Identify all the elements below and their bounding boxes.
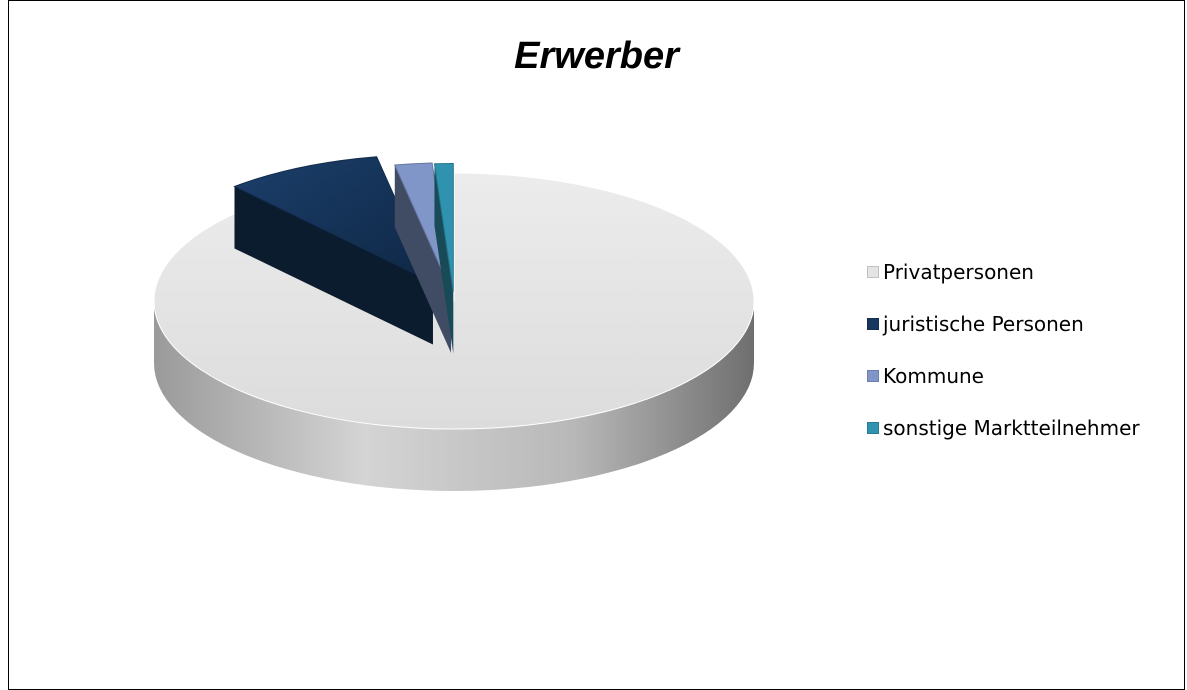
legend-item: Kommune	[867, 363, 1140, 389]
chart-title: Erwerber	[514, 35, 679, 77]
legend-item: sonstige Marktteilnehmer	[867, 415, 1140, 441]
pie-slice-1	[233, 156, 434, 345]
legend-label: Privatpersonen	[883, 260, 1034, 284]
legend-label: Kommune	[883, 364, 984, 388]
legend-swatch	[867, 318, 879, 330]
legend-swatch	[867, 266, 879, 278]
legend-item: Privatpersonen	[867, 259, 1140, 285]
legend-label: juristische Personen	[883, 312, 1084, 336]
pie-slice-3	[433, 163, 454, 354]
chart-frame: Erwerber Privatpersonen juristische Perso…	[8, 0, 1185, 690]
legend-swatch	[867, 422, 879, 434]
legend-item: juristische Personen	[867, 311, 1140, 337]
legend: Privatpersonen juristische Personen Kommun…	[867, 259, 1140, 467]
pie-chart	[153, 156, 755, 491]
legend-swatch	[867, 370, 879, 382]
legend-label: sonstige Marktteilnehmer	[883, 416, 1140, 440]
